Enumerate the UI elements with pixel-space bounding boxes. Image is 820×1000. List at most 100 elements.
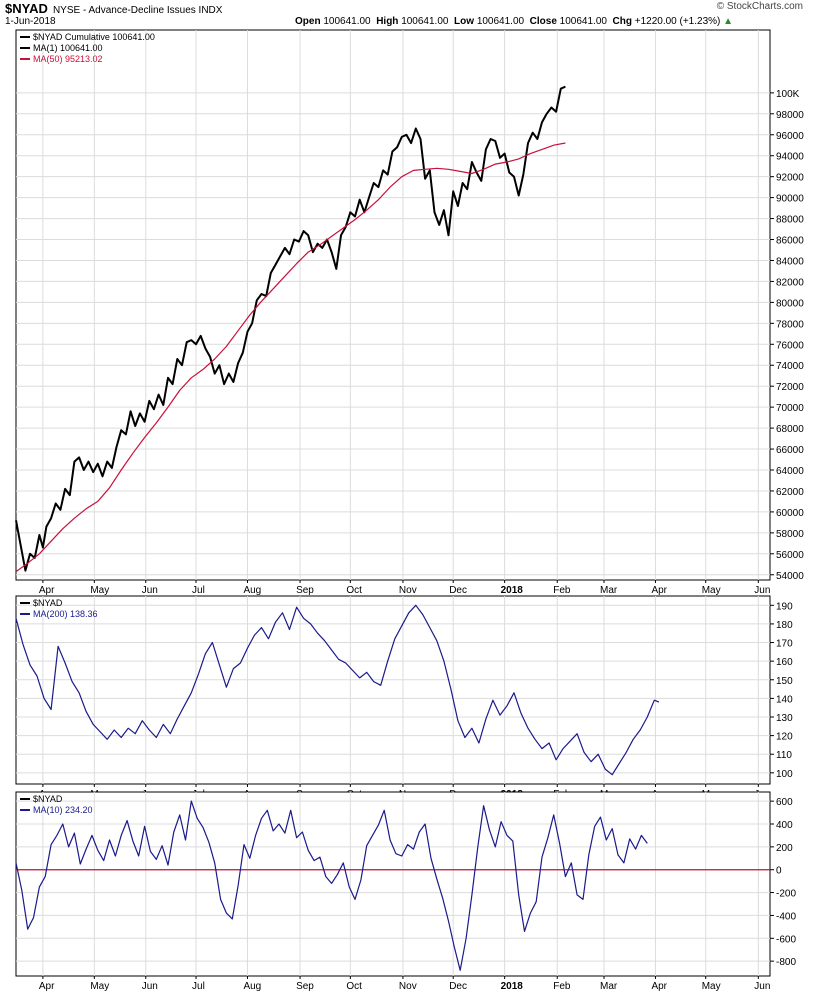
x-month-label: Jun bbox=[142, 981, 158, 992]
y-tick-label: 170 bbox=[776, 639, 793, 650]
x-month-label: Aug bbox=[243, 585, 261, 596]
y-tick-label: 62000 bbox=[776, 487, 804, 498]
legend-entry: MA(200) 138.36 bbox=[33, 609, 98, 619]
x-month-label: Feb bbox=[553, 981, 571, 992]
y-tick-label: 94000 bbox=[776, 152, 804, 163]
chart-date: 1-Jun-2018 bbox=[5, 16, 56, 27]
open-value: 100641.00 bbox=[323, 16, 371, 27]
legend-entry: MA(1) 100641.00 bbox=[33, 43, 103, 53]
y-tick-label: 200 bbox=[776, 843, 793, 854]
x-month-label: Sep bbox=[296, 981, 314, 992]
y-tick-label: 0 bbox=[776, 866, 782, 877]
x-month-label: May bbox=[702, 585, 721, 596]
y-tick-label: 120 bbox=[776, 732, 793, 743]
series-line-ma-10- bbox=[15, 800, 648, 971]
y-tick-label: 140 bbox=[776, 694, 793, 705]
y-tick-label: 76000 bbox=[776, 340, 804, 351]
x-month-label: Oct bbox=[346, 981, 362, 992]
y-tick-label: -600 bbox=[776, 934, 796, 945]
x-month-label: Aug bbox=[243, 981, 261, 992]
x-month-label: Jun bbox=[142, 585, 158, 596]
x-month-label: Nov bbox=[399, 585, 417, 596]
x-month-label: Jul bbox=[192, 981, 205, 992]
series-line-ma-200- bbox=[15, 604, 660, 776]
y-tick-label: 64000 bbox=[776, 466, 804, 477]
y-tick-label: 100K bbox=[776, 89, 800, 100]
x-month-label: May bbox=[90, 585, 109, 596]
legend-entry: $NYAD Cumulative 100641.00 bbox=[33, 32, 155, 42]
y-tick-label: 160 bbox=[776, 657, 793, 668]
y-tick-label: 600 bbox=[776, 797, 793, 808]
y-tick-label: 70000 bbox=[776, 403, 804, 414]
y-tick-label: 98000 bbox=[776, 110, 804, 121]
y-tick-label: 72000 bbox=[776, 382, 804, 393]
y-tick-label: 86000 bbox=[776, 236, 804, 247]
symbol-description: NYSE - Advance-Decline Issues INDX bbox=[52, 5, 223, 16]
y-tick-label: 96000 bbox=[776, 131, 804, 142]
x-month-label: Apr bbox=[651, 981, 667, 992]
x-month-label: Feb bbox=[553, 585, 571, 596]
x-month-label: 2018 bbox=[501, 585, 524, 596]
y-tick-label: -400 bbox=[776, 911, 796, 922]
y-tick-label: 68000 bbox=[776, 424, 804, 435]
x-month-label: May bbox=[90, 981, 109, 992]
x-month-label: Apr bbox=[39, 585, 55, 596]
x-month-label: Jun bbox=[754, 585, 770, 596]
symbol-label: $NYAD bbox=[5, 1, 48, 16]
panel-frame-ma200 bbox=[15, 595, 771, 785]
close-value: 100641.00 bbox=[559, 16, 607, 27]
legend-entry: MA(10) 234.20 bbox=[33, 805, 93, 815]
close-label: Close bbox=[529, 16, 557, 27]
x-month-label: Sep bbox=[296, 585, 314, 596]
x-month-label: Mar bbox=[600, 585, 618, 596]
y-tick-label: 88000 bbox=[776, 215, 804, 226]
x-month-label: Apr bbox=[651, 585, 667, 596]
y-tick-label: -200 bbox=[776, 889, 796, 900]
y-tick-label: 130 bbox=[776, 713, 793, 724]
triangle-up-icon: ▲ bbox=[723, 16, 734, 27]
y-tick-label: 78000 bbox=[776, 319, 804, 330]
y-tick-label: 150 bbox=[776, 676, 793, 687]
high-label: High bbox=[376, 16, 399, 27]
x-month-label: Jun bbox=[754, 981, 770, 992]
x-month-label: Nov bbox=[399, 981, 417, 992]
series-line-ma-50- bbox=[15, 142, 566, 573]
x-month-label: Jul bbox=[192, 585, 205, 596]
ohlc-row: Open 100641.00 High 100641.00 Low 100641… bbox=[295, 16, 733, 27]
y-tick-label: -800 bbox=[776, 957, 796, 968]
chg-label: Chg bbox=[612, 16, 632, 27]
x-month-label: Dec bbox=[449, 585, 467, 596]
legend-entry: MA(50) 95213.02 bbox=[33, 54, 103, 64]
x-month-label: 2018 bbox=[501, 981, 524, 992]
y-tick-label: 66000 bbox=[776, 445, 804, 456]
panel-frame-ma10 bbox=[15, 791, 771, 977]
y-tick-label: 56000 bbox=[776, 550, 804, 561]
x-month-label: Apr bbox=[39, 981, 55, 992]
y-tick-label: 190 bbox=[776, 601, 793, 612]
y-tick-label: 82000 bbox=[776, 277, 804, 288]
y-tick-label: 90000 bbox=[776, 194, 804, 205]
x-month-label: May bbox=[702, 981, 721, 992]
y-tick-label: 58000 bbox=[776, 529, 804, 540]
panel-frame-price bbox=[15, 29, 771, 581]
high-value: 100641.00 bbox=[401, 16, 449, 27]
y-tick-label: 60000 bbox=[776, 508, 804, 519]
chg-value: +1220.00 (+1.23%) bbox=[634, 16, 721, 27]
x-month-label: Dec bbox=[449, 981, 467, 992]
chart-header: $NYAD NYSE - Advance-Decline Issues INDX… bbox=[5, 1, 815, 31]
y-tick-label: 110 bbox=[776, 750, 792, 761]
y-tick-label: 100 bbox=[776, 769, 793, 780]
low-value: 100641.00 bbox=[476, 16, 525, 27]
y-tick-label: 92000 bbox=[776, 173, 804, 184]
y-tick-label: 400 bbox=[776, 820, 793, 831]
legend-entry: $NYAD bbox=[33, 598, 63, 608]
y-tick-label: 74000 bbox=[776, 361, 804, 372]
watermark: © StockCharts.com bbox=[716, 1, 803, 12]
legend-entry: $NYAD bbox=[33, 794, 63, 804]
low-label: Low bbox=[454, 16, 475, 27]
series-line--nyad-cumulative bbox=[15, 85, 566, 572]
x-month-label: Mar bbox=[600, 981, 618, 992]
y-tick-label: 84000 bbox=[776, 256, 804, 267]
y-tick-label: 54000 bbox=[776, 571, 804, 582]
